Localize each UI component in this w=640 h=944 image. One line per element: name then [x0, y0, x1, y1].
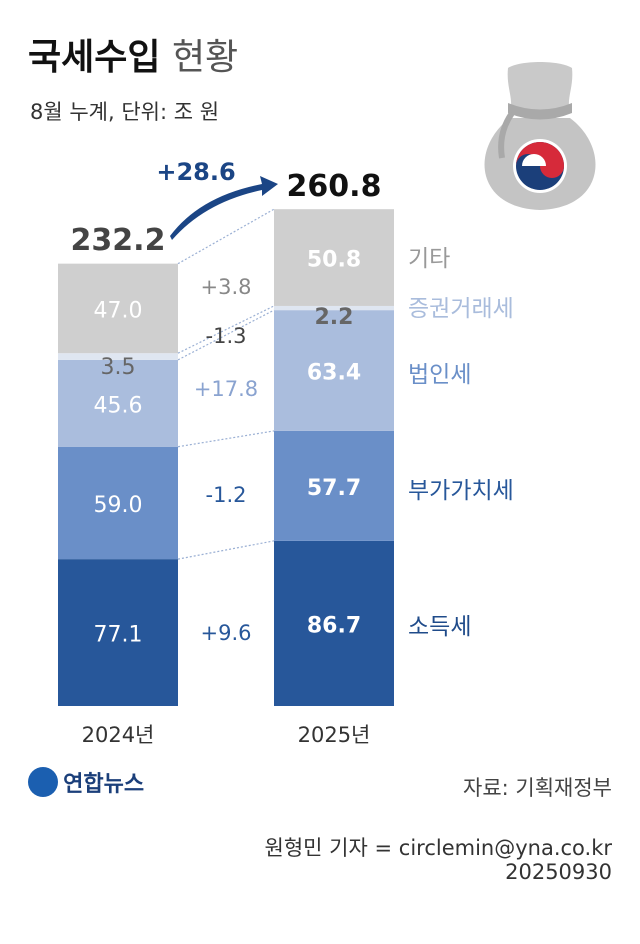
bar-segment	[58, 359, 178, 447]
bar-segment	[274, 310, 394, 431]
logo-text: 연합뉴스	[63, 772, 145, 797]
change-label: +9.6	[201, 621, 252, 645]
bar-segment	[274, 209, 394, 306]
change-label: +17.8	[194, 377, 258, 401]
source: 자료: 기획재정부	[463, 776, 612, 800]
segment-label: 47.0	[94, 298, 143, 323]
date: 20250930	[505, 860, 612, 884]
bar-segment	[274, 305, 394, 311]
change-label: -1.2	[206, 483, 247, 507]
yonhap-logo: 연합뉴스	[28, 766, 144, 798]
bar-segment	[58, 559, 178, 706]
bar-segment	[58, 446, 178, 560]
page-title: 국세수입 현황	[28, 28, 238, 80]
x-tick-label: 2025년	[298, 723, 371, 747]
bar-segment	[274, 430, 394, 541]
segment-label: 59.0	[94, 493, 143, 518]
change-label: -1.3	[206, 324, 247, 348]
total-label: 260.8	[287, 169, 382, 204]
change-label: +3.8	[201, 275, 252, 299]
segment-label: 77.1	[94, 623, 143, 648]
segment-label: 3.5	[101, 355, 136, 380]
money-bag-icon	[484, 62, 596, 210]
series-label: 증권거래세	[408, 296, 514, 322]
segment-label: 57.7	[307, 476, 361, 501]
credit: 원형민 기자 = circlemin@yna.co.kr	[264, 836, 612, 860]
series-label: 기타	[408, 246, 450, 272]
total-change-label: +28.6	[156, 158, 235, 186]
segment-label: 2.2	[315, 305, 354, 330]
series-label: 소득세	[408, 614, 471, 640]
bar-segment	[58, 353, 178, 360]
connector-line	[177, 540, 275, 560]
connector-line	[177, 430, 275, 448]
total-label: 232.2	[71, 223, 166, 258]
series-label: 부가가치세	[408, 478, 514, 504]
bar-segment	[58, 263, 178, 354]
segment-label: 45.6	[94, 393, 143, 418]
subtitle: 8월 누계, 단위: 조 원	[30, 100, 220, 124]
title-bold: 국세수입	[28, 37, 161, 78]
connector-line	[177, 305, 275, 354]
x-tick-label: 2024년	[82, 723, 155, 747]
segment-label: 63.4	[307, 361, 361, 386]
segment-label: 50.8	[307, 248, 361, 273]
arrow-icon	[170, 176, 278, 240]
stacked-bar-chart: 77.1 59.0 45.6 3.5 47.0 2024년 86.7 57.7 63.4 2.2 5…	[58, 158, 514, 747]
bar-segment	[274, 540, 394, 706]
segment-label: 86.7	[307, 613, 361, 638]
title-light: 현황	[171, 37, 239, 78]
series-label: 법인세	[408, 362, 471, 388]
yonhap-logo-icon	[28, 767, 58, 797]
